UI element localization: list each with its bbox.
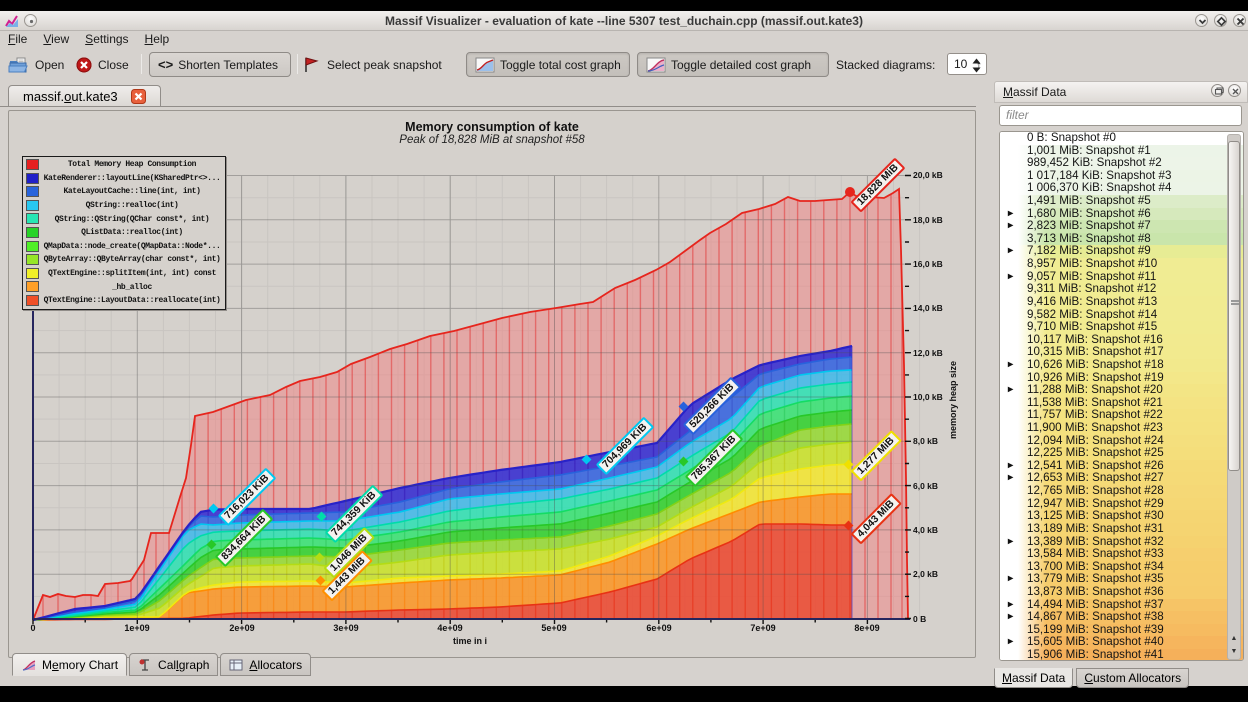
svg-text:0: 0 [30,623,35,633]
svg-text:12,0 kB: 12,0 kB [913,348,943,358]
svg-text:1e+09: 1e+09 [124,623,149,633]
svg-text:memory heap size: memory heap size [948,361,958,439]
svg-text:6,0 kB: 6,0 kB [913,481,938,491]
svg-text:3e+09: 3e+09 [333,623,358,633]
svg-text:8e+09: 8e+09 [854,623,879,633]
svg-text:time in i: time in i [453,636,487,646]
svg-text:0 B: 0 B [913,614,926,624]
svg-text:7e+09: 7e+09 [750,623,775,633]
svg-text:16,0 kB: 16,0 kB [913,259,943,269]
svg-text:2e+09: 2e+09 [229,623,254,633]
svg-text:6e+09: 6e+09 [646,623,671,633]
svg-text:14,0 kB: 14,0 kB [913,303,943,313]
svg-text:20,0 kB: 20,0 kB [913,170,943,180]
svg-text:10,0 kB: 10,0 kB [913,392,943,402]
svg-text:4,0 kB: 4,0 kB [913,525,938,535]
svg-text:2,0 kB: 2,0 kB [913,569,938,579]
svg-text:5e+09: 5e+09 [541,623,566,633]
svg-text:4e+09: 4e+09 [437,623,462,633]
svg-text:8,0 kB: 8,0 kB [913,436,938,446]
svg-text:18,0 kB: 18,0 kB [913,215,943,225]
